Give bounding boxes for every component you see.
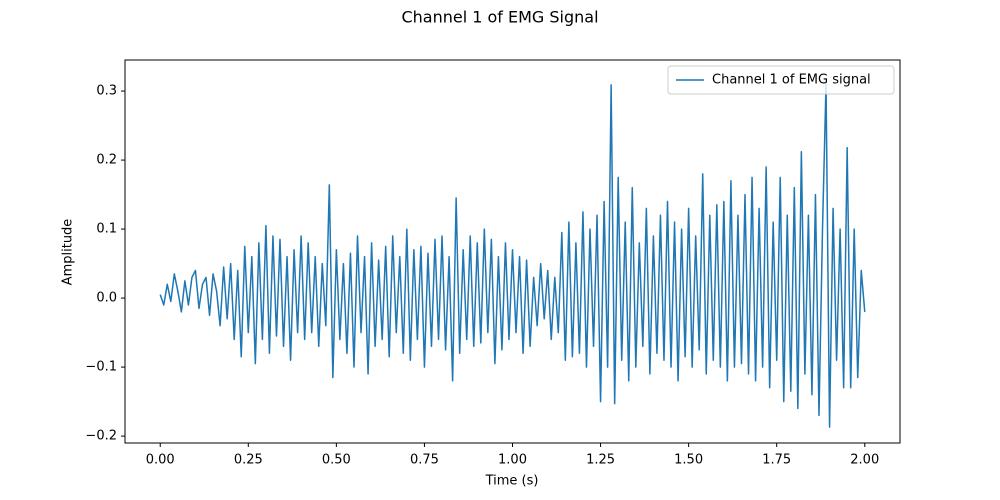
y-tick-label: 0.3 bbox=[96, 84, 117, 99]
x-axis-label: Time (s) bbox=[485, 474, 539, 489]
x-tick-label: 1.50 bbox=[674, 453, 703, 468]
plot-area bbox=[159, 83, 866, 428]
x-tick-label: 1.25 bbox=[586, 453, 615, 468]
y-tick-label: 0.1 bbox=[96, 222, 117, 237]
x-tick-label: 0.00 bbox=[146, 453, 175, 468]
x-tick-label: 1.75 bbox=[762, 453, 791, 468]
x-tick-label: 2.00 bbox=[850, 453, 879, 468]
y-tick-label: −0.2 bbox=[85, 429, 117, 444]
x-tick-label: 1.00 bbox=[498, 453, 527, 468]
x-tick-label: 0.50 bbox=[322, 453, 351, 468]
y-tick-label: 0.0 bbox=[96, 291, 117, 306]
x-tick-label: 0.75 bbox=[410, 453, 439, 468]
y-axis-label: Amplitude bbox=[61, 219, 76, 286]
legend-label: Channel 1 of EMG signal bbox=[712, 73, 871, 88]
y-tick-label: −0.1 bbox=[85, 360, 117, 375]
signal-line bbox=[159, 83, 866, 428]
y-tick-label: 0.2 bbox=[96, 153, 117, 168]
x-tick-label: 0.25 bbox=[234, 453, 263, 468]
chart-title: Channel 1 of EMG Signal bbox=[401, 8, 598, 27]
legend-box bbox=[667, 65, 895, 95]
